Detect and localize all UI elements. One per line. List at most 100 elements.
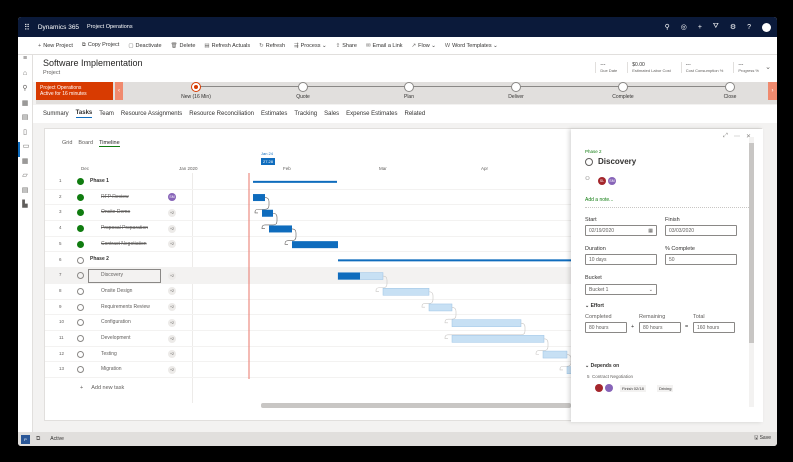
- assignee-badge[interactable]: +2: [168, 287, 176, 296]
- assignee-badge[interactable]: +2: [168, 271, 176, 280]
- task-name[interactable]: Proposal Preparation: [101, 225, 148, 232]
- unchecked-icon[interactable]: [77, 350, 84, 358]
- save-button[interactable]: 🖫 Save: [753, 435, 771, 441]
- depends-section-toggle[interactable]: ⌄ Depends on: [585, 363, 620, 369]
- phase-name[interactable]: Phase 1: [90, 177, 109, 184]
- assignee-badge[interactable]: +2: [168, 318, 176, 327]
- task-bar[interactable]: [451, 319, 522, 327]
- view-grid[interactable]: Grid: [62, 140, 73, 146]
- task-row[interactable]: 4 Proposal Preparation +2: [45, 221, 597, 237]
- task-row[interactable]: 7 Discovery +2: [45, 268, 597, 284]
- tab-tasks[interactable]: Tasks: [75, 110, 93, 118]
- checked-icon[interactable]: [77, 193, 84, 201]
- panel-scrollbar[interactable]: [749, 137, 754, 407]
- task-row[interactable]: 3 Onsite Demo +2: [45, 205, 597, 222]
- task-name[interactable]: Migration: [101, 366, 122, 373]
- app-launcher-icon[interactable]: ⠿: [24, 22, 30, 32]
- duration-input[interactable]: 10 days: [585, 254, 657, 265]
- pin-icon[interactable]: ⚲: [22, 85, 28, 92]
- tab-team[interactable]: Team: [99, 111, 114, 117]
- task-row[interactable]: 12 Testing +2: [45, 347, 597, 363]
- gear-icon[interactable]: ⚙: [729, 24, 737, 31]
- toolbar-button-flow-[interactable]: ↗ Flow ⌄: [412, 43, 436, 49]
- task-row[interactable]: 5 Contract Negotiation +2: [45, 237, 597, 253]
- toolbar-button-deactivate[interactable]: ▢ Deactivate: [128, 43, 161, 49]
- task-title[interactable]: Discovery: [598, 157, 637, 166]
- search-icon[interactable]: ⚲: [664, 24, 670, 31]
- task-name[interactable]: RFP Review: [101, 193, 129, 200]
- unchecked-icon[interactable]: [77, 335, 84, 342]
- stage-2[interactable]: [404, 82, 414, 92]
- expand-icon[interactable]: ⤢: [723, 133, 728, 139]
- tab-expense-estimates[interactable]: Expense Estimates: [346, 111, 398, 117]
- home-icon[interactable]: ⌂: [22, 69, 28, 77]
- task-row[interactable]: 6 Phase 2: [45, 253, 597, 269]
- task-bar[interactable]: [262, 209, 273, 217]
- unchecked-icon[interactable]: [77, 366, 84, 374]
- task-name[interactable]: Onsite Demo: [101, 209, 131, 216]
- report-icon[interactable]: ▤: [21, 186, 29, 194]
- task-name[interactable]: Contract Negotiation: [101, 240, 147, 247]
- summary-bar[interactable]: [338, 259, 571, 262]
- tab-related[interactable]: Related: [404, 111, 426, 117]
- task-row[interactable]: 8 Onsite Design +2: [45, 284, 597, 300]
- task-bar[interactable]: [542, 350, 568, 359]
- unchecked-icon[interactable]: [77, 319, 84, 327]
- assignee-badge[interactable]: +2: [168, 208, 176, 217]
- unchecked-icon[interactable]: [77, 256, 84, 264]
- avatar[interactable]: [762, 22, 771, 32]
- task-bar[interactable]: [428, 303, 453, 312]
- add-task-button[interactable]: + Add new task: [80, 385, 124, 392]
- toolbar-button-refresh-actuals[interactable]: ▤ Refresh Actuals: [204, 43, 250, 49]
- toolbar-button-word-templates-[interactable]: W Word Templates ⌄: [445, 43, 498, 49]
- task-name[interactable]: Discovery: [101, 272, 123, 279]
- popout-icon[interactable]: ⧉: [36, 435, 41, 442]
- task-bar[interactable]: [451, 335, 545, 343]
- unchecked-icon[interactable]: [77, 303, 84, 311]
- task-row[interactable]: 9 Requirements Review +2: [45, 300, 597, 316]
- stage-5[interactable]: [725, 82, 735, 92]
- toolbar-button-process-[interactable]: ⇶ Process ⌄: [294, 43, 327, 49]
- help-icon[interactable]: ?: [747, 23, 751, 31]
- toolbar-button-delete[interactable]: 🗑 Delete: [171, 43, 196, 49]
- tab-estimates[interactable]: Estimates: [261, 111, 288, 117]
- bpf-prev-button[interactable]: ‹: [115, 82, 123, 100]
- calendar-icon[interactable]: ▦: [21, 157, 29, 165]
- start-date-input[interactable]: 02/19/2020 ▦: [585, 225, 657, 236]
- task-row[interactable]: 11 Development +2: [45, 331, 597, 347]
- stage-1[interactable]: [298, 82, 308, 92]
- filter-icon[interactable]: ⛛: [712, 23, 719, 30]
- toolbar-button-email-a-link[interactable]: ✉ Email a Link: [366, 43, 403, 49]
- checked-icon[interactable]: [77, 209, 84, 217]
- stage-0[interactable]: [191, 82, 201, 92]
- assignee-badge[interactable]: SM: [168, 193, 176, 202]
- process-flag[interactable]: Project Operations Active for 16 minutes: [36, 82, 113, 100]
- assignee-badge[interactable]: +2: [168, 303, 176, 312]
- view-board[interactable]: Board: [78, 140, 94, 146]
- task-progress-bar[interactable]: [338, 272, 360, 280]
- stage-3[interactable]: [511, 82, 521, 92]
- assignee-badge[interactable]: +2: [168, 224, 176, 233]
- bucket-select[interactable]: Bucket 1 ⌄: [585, 284, 657, 295]
- document-icon[interactable]: ▤: [21, 114, 29, 121]
- task-name[interactable]: Testing: [101, 350, 117, 357]
- complete-checkbox[interactable]: [585, 158, 593, 166]
- tab-sales[interactable]: Sales: [324, 111, 340, 117]
- chart-icon[interactable]: ▙: [22, 201, 28, 208]
- file-icon[interactable]: ▯: [23, 128, 27, 136]
- calendar-icon[interactable]: ▦: [21, 99, 29, 107]
- task-name[interactable]: Development: [101, 335, 131, 341]
- finish-date-input[interactable]: 03/03/2020: [665, 225, 737, 236]
- phase-link[interactable]: Phase 2: [585, 149, 602, 154]
- horizontal-scrollbar[interactable]: [261, 403, 571, 408]
- task-row[interactable]: 2 RFP Review SM: [45, 190, 597, 206]
- summary-bar[interactable]: [253, 180, 337, 183]
- checked-icon[interactable]: [77, 240, 84, 248]
- brand[interactable]: Dynamics 365: [37, 23, 80, 31]
- remaining-effort-input[interactable]: 80 hours: [639, 322, 681, 333]
- target-icon[interactable]: ◎: [680, 24, 687, 31]
- toolbar-button-refresh[interactable]: ↻ Refresh: [259, 43, 285, 49]
- more-icon[interactable]: ⋯: [733, 134, 740, 140]
- checked-icon[interactable]: [77, 178, 84, 185]
- tab-resource-assignments[interactable]: Resource Assignments: [120, 111, 183, 117]
